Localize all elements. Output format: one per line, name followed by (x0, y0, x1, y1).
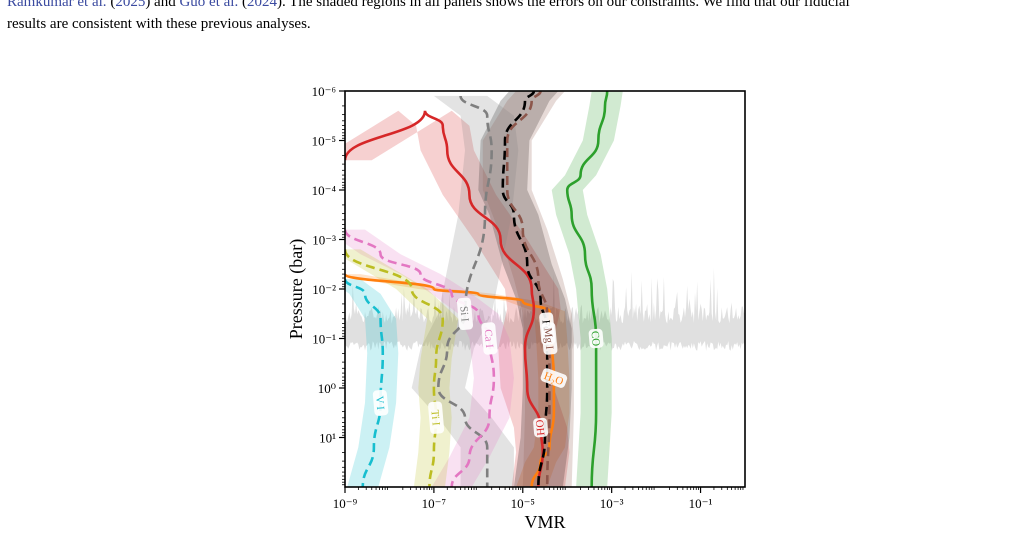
series-label-text: Si I (457, 306, 470, 323)
x-tick-label: 10⁻¹ (689, 496, 713, 511)
series-label-bg (533, 417, 549, 438)
y-tick-label: 10¹ (319, 431, 336, 446)
series-label-text: V I (373, 395, 386, 410)
series-label-bg (481, 322, 498, 355)
x-tick-label: 10⁻⁹ (333, 496, 358, 511)
series-label-text: Ti I (428, 409, 441, 426)
citation-link[interactable]: Guo et al. (179, 0, 239, 10)
y-tick-label: 10⁻⁴ (312, 183, 337, 198)
axes: 10⁻⁹ 10⁻⁷ 10⁻⁵ 10⁻³ 10⁻¹ 10⁻⁶ 10⁻⁵ 10⁻⁴ 10⁻³ 10⁻²… (312, 84, 744, 511)
y-tick-label: 10⁻⁶ (312, 84, 336, 99)
y-tick-label: 10⁻² (312, 282, 336, 297)
x-tick-label: 10⁻³ (600, 496, 624, 511)
x-tick-label: 10⁻⁷ (422, 496, 446, 511)
series-label-bg (428, 401, 445, 434)
line-v-i (345, 278, 385, 487)
citation-link[interactable]: 2024 (246, 0, 277, 10)
caption-text: ( (106, 0, 116, 10)
series-label-si-i: Si I (456, 297, 474, 331)
contribution-band (345, 268, 745, 351)
y-tick-label: 10⁻¹ (312, 332, 336, 347)
contribution-function-noise (345, 268, 745, 351)
figure-caption: Ramkumar et al. (2025) and Guo et al. (2… (7, 0, 1032, 35)
caption-line-1: Ramkumar et al. (2025) and Guo et al. (2… (7, 0, 1032, 13)
error-band-co (551, 91, 623, 487)
citation-link[interactable]: Ramkumar et al. (7, 0, 107, 10)
x-axis-label: VMR (524, 512, 565, 532)
series-label-oh: OH (533, 417, 549, 438)
caption-text: ( (238, 0, 247, 10)
series-label-ca-i: Ca I (481, 322, 498, 355)
caption-line-2: results are consistent with these previo… (7, 16, 311, 32)
error-band-ca-i (345, 229, 514, 487)
series-label-co: CO (588, 328, 604, 349)
series-label-mg-i: Mg I (541, 322, 558, 355)
y-axis-label: Pressure (bar) (286, 239, 307, 339)
error-band-mg-i (482, 91, 574, 487)
y-tick-label: 10⁰ (318, 381, 336, 396)
series-label-text: Mg I (541, 327, 555, 350)
error-band-v-i (345, 279, 399, 487)
line-fe-i (501, 91, 549, 487)
inline-labels: H₂OCOOHFe IMg ISi ICa ITi IV I (372, 297, 604, 438)
line-ti-i (345, 249, 445, 487)
series-label-text: CO (588, 330, 601, 346)
series-label-bg (588, 328, 604, 349)
caption-text: ) and (145, 0, 180, 10)
y-tick-label: 10⁻⁵ (312, 134, 336, 149)
series-label-bg (372, 389, 389, 416)
series-label-text: Ca I (482, 329, 496, 349)
series-label-bg (540, 368, 568, 388)
caption-text: ). The shaded regions in all panels show… (276, 0, 850, 10)
series-label-v-i: V I (372, 389, 389, 416)
line-ca-i (345, 229, 496, 487)
error-band-oh (345, 110, 570, 487)
series-label-text: OH (533, 419, 546, 436)
line-co (565, 91, 609, 487)
citation-link[interactable]: 2025 (115, 0, 146, 10)
x-tick-label: 10⁻⁵ (511, 496, 535, 511)
series-label-bg (456, 297, 474, 331)
series-label-ti-i: Ti I (428, 401, 445, 434)
y-tick-label: 10⁻³ (312, 233, 336, 248)
series-label-bg (541, 322, 558, 355)
